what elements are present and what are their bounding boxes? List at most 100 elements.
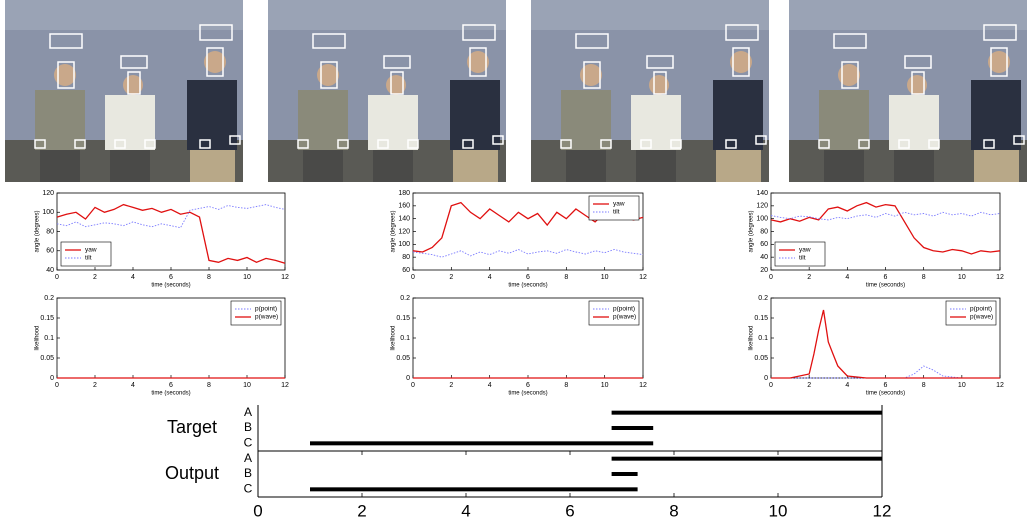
legend-box: [588, 300, 640, 326]
y-tick-label: 80: [760, 228, 768, 235]
x-tick-label: 0: [411, 274, 415, 281]
legend-label: p(point): [255, 306, 277, 313]
x-tick-label: 12: [873, 501, 892, 520]
legend-label: p(point): [613, 306, 635, 313]
series-line: [412, 249, 644, 258]
legend-label: p(wave): [970, 314, 993, 321]
y-tick-label: 60: [402, 267, 410, 274]
x-tick-label: 2: [449, 382, 453, 389]
x-tick-label: 2: [357, 501, 366, 520]
series-line: [770, 201, 1001, 255]
series-line: [56, 203, 286, 264]
x-tick-label: 4: [488, 382, 492, 389]
x-axis-label: time (seconds): [866, 283, 905, 289]
legend-label: tilt: [85, 255, 92, 262]
x-tick-label: 6: [884, 382, 888, 389]
x-tick-label: 4: [461, 501, 470, 520]
legend-box: [945, 300, 997, 326]
series-line: [770, 211, 1001, 221]
photo: [4, 0, 244, 183]
row-label: C: [244, 482, 253, 496]
legend-box: [774, 241, 826, 267]
x-tick-label: 2: [449, 274, 453, 281]
y-tick-label: 120: [756, 203, 768, 210]
x-tick-label: 4: [845, 274, 849, 281]
segment-bar: [310, 441, 654, 446]
y-tick-label: 0.15: [754, 315, 768, 322]
y-tick-label: 0.05: [40, 355, 54, 362]
y-tick-label: 40: [760, 254, 768, 261]
segment-bar: [310, 487, 638, 492]
legend-label: p(wave): [255, 314, 278, 321]
y-tick-label: 100: [756, 216, 768, 223]
y-axis-label: angle (degrees): [391, 210, 397, 252]
x-tick-label: 4: [131, 274, 135, 281]
legend-label: yaw: [85, 247, 97, 254]
x-tick-label: 12: [639, 274, 647, 281]
x-tick-label: 6: [169, 382, 173, 389]
x-tick-label: 8: [922, 274, 926, 281]
x-tick-label: 0: [253, 501, 262, 520]
x-tick-label: 10: [769, 501, 788, 520]
y-tick-label: 60: [46, 248, 54, 255]
y-tick-label: 0.05: [754, 355, 768, 362]
row-label: A: [244, 405, 252, 419]
x-tick-label: 0: [769, 274, 773, 281]
y-tick-label: 0.05: [396, 355, 410, 362]
row-label: B: [244, 420, 252, 434]
x-axis-label: time (seconds): [508, 283, 547, 289]
series-line: [771, 309, 1000, 379]
x-tick-label: 12: [281, 382, 289, 389]
y-tick-label: 180: [398, 190, 410, 197]
y-tick-label: 60: [760, 241, 768, 248]
x-tick-label: 10: [601, 274, 609, 281]
photo: [788, 0, 1027, 183]
y-tick-label: 0.15: [396, 315, 410, 322]
x-tick-label: 6: [884, 274, 888, 281]
y-axis-label: likelihood: [35, 325, 41, 350]
x-tick-label: 0: [769, 382, 773, 389]
x-tick-label: 12: [996, 274, 1004, 281]
legend-label: p(point): [970, 306, 992, 313]
y-tick-label: 0.1: [400, 335, 410, 342]
photo: [530, 0, 770, 183]
x-tick-label: 12: [639, 382, 647, 389]
y-tick-label: 0.2: [400, 295, 410, 302]
x-tick-label: 8: [922, 382, 926, 389]
segment-bar: [611, 426, 654, 430]
x-tick-label: 10: [243, 274, 251, 281]
x-tick-label: 8: [207, 274, 211, 281]
y-tick-label: 0.2: [44, 295, 54, 302]
x-tick-label: 2: [807, 382, 811, 389]
row-label: C: [244, 436, 253, 450]
x-tick-label: 2: [93, 382, 97, 389]
y-tick-label: 160: [398, 203, 410, 210]
y-tick-label: 100: [42, 209, 54, 216]
x-tick-label: 6: [526, 382, 530, 389]
y-tick-label: 120: [42, 190, 54, 197]
y-tick-label: 80: [46, 228, 54, 235]
legend-label: yaw: [799, 247, 811, 254]
y-tick-label: 0.2: [758, 295, 768, 302]
y-axis-label: likelihood: [391, 325, 397, 350]
legend-box: [60, 241, 112, 267]
x-tick-label: 4: [131, 382, 135, 389]
x-tick-label: 4: [488, 274, 492, 281]
y-tick-label: 80: [402, 254, 410, 261]
y-axis-label: angle (degrees): [35, 210, 41, 252]
x-axis-label: time (seconds): [151, 283, 190, 289]
y-tick-label: 0.1: [44, 335, 54, 342]
y-tick-label: 40: [46, 267, 54, 274]
row-label: A: [244, 451, 252, 465]
y-tick-label: 140: [398, 216, 410, 223]
x-tick-label: 0: [411, 382, 415, 389]
y-tick-label: 0.1: [758, 335, 768, 342]
group-label: Target: [167, 417, 217, 437]
x-tick-label: 10: [243, 382, 251, 389]
x-tick-label: 10: [601, 382, 609, 389]
x-tick-label: 6: [565, 501, 574, 520]
x-tick-label: 0: [55, 274, 59, 281]
x-tick-label: 4: [845, 382, 849, 389]
legend-box: [588, 195, 640, 221]
